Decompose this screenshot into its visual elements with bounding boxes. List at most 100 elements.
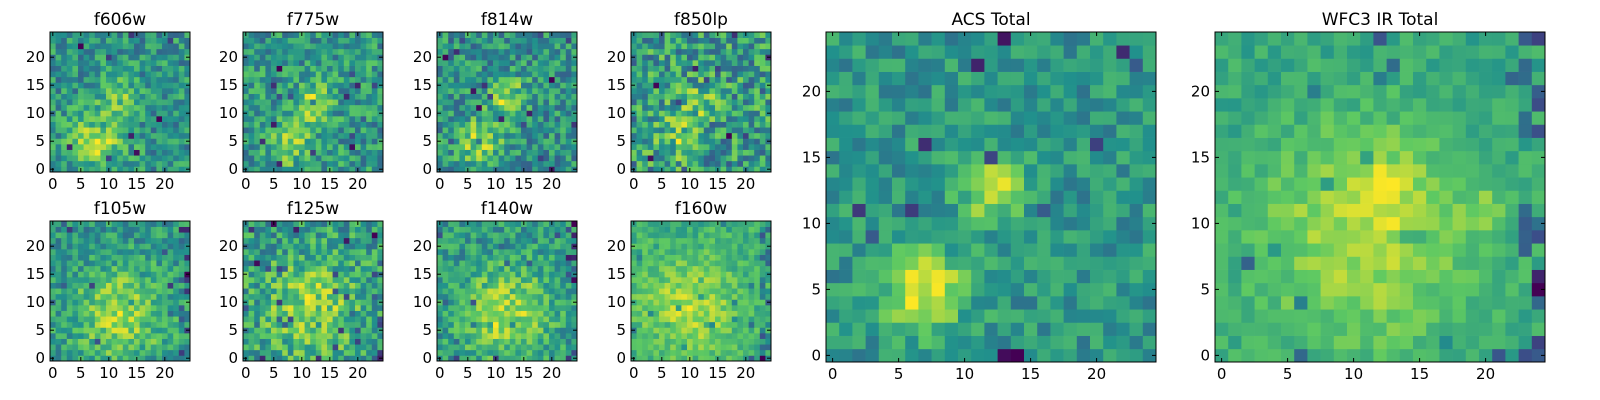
heatmap-cell [94,333,101,339]
heatmap-cell [465,333,471,339]
heatmap-cell [167,149,174,156]
heatmap-cell [465,310,471,317]
heatmap-cell [178,82,185,89]
heatmap-cell [55,338,62,345]
heatmap-cell [765,65,772,72]
heatmap-cell [631,160,637,167]
heatmap-cell [106,333,112,339]
heatmap-cell [470,93,477,100]
heatmap-cell [360,344,367,351]
heatmap-cell [498,321,505,328]
heatmap-cell [465,260,471,267]
heatmap-cell [134,43,140,50]
heatmap-cell [254,121,261,128]
heatmap-cell [66,277,73,283]
heatmap-cell [442,121,449,128]
heatmap-cell [681,305,688,311]
heatmap-cell [715,104,721,111]
heatmap-cell [465,293,471,300]
heatmap-cell [83,32,90,38]
heatmap-cell [338,76,345,83]
heatmap-cell [470,48,477,55]
heatmap-cell [55,249,62,255]
heatmap-cell [759,132,766,139]
heatmap-cell [554,82,561,89]
heatmap-cell [310,144,317,150]
heatmap-cell [55,271,62,278]
heatmap-cell [139,282,146,289]
heatmap-cell [515,132,522,139]
heatmap-cell [61,277,68,283]
heatmap-cell [554,299,561,306]
heatmap-cell [748,310,755,317]
heatmap-cell [653,110,660,117]
heatmap-cell [282,60,289,66]
heatmap-cell [106,48,112,55]
heatmap-cell [554,71,561,78]
heatmap-cell [299,321,305,328]
heatmap-cell [481,349,488,356]
heatmap-cell [543,344,550,351]
heatmap-cell [117,121,124,128]
heatmap-cell [287,88,294,94]
heatmap-cell [150,254,157,261]
heatmap-cell [681,110,688,117]
heatmap-cell [675,60,682,66]
heatmap-cell [377,65,384,72]
heatmap-cell [647,110,654,117]
heatmap-cell [349,127,356,134]
heatmap-cell [299,254,305,261]
heatmap-cell [111,321,118,328]
heatmap-cell [448,88,455,94]
heatmap-cell [537,65,544,72]
heatmap-cell [709,110,716,117]
heatmap-cell [493,338,499,345]
heatmap-cell [698,93,705,100]
heatmap-cell [100,37,107,44]
heatmap-cell [565,349,572,356]
heatmap-cell [692,321,699,328]
heatmap-cell [150,316,157,323]
heatmap-cell [664,32,671,38]
heatmap-cell [360,132,367,139]
heatmap-cell [332,226,339,233]
heatmap-cell [675,166,682,173]
heatmap-cell [271,288,277,295]
heatmap-cell [448,155,455,162]
heatmap-cell [543,99,550,106]
heatmap-cell [299,310,305,317]
heatmap-cell [304,254,311,261]
heatmap-cell [715,155,721,162]
heatmap-cell [549,82,555,89]
heatmap-cell [675,138,682,145]
heatmap-cell [560,65,567,72]
heatmap-cell [156,116,163,122]
heatmap-cell [134,310,140,317]
heatmap-cell [265,65,272,72]
heatmap-cell [338,260,345,267]
heatmap-cell [349,277,356,283]
heatmap-cell [670,65,677,72]
heatmap-cell [515,333,522,339]
heatmap-cell [100,226,107,233]
heatmap-cell [271,243,277,250]
heatmap-cell [498,316,505,323]
heatmap-cell [327,60,333,66]
heatmap-cell [720,116,727,122]
heatmap-cell [100,71,107,78]
heatmap-cell [287,71,294,78]
heatmap-cell [659,65,665,72]
heatmap-cell [709,127,716,134]
heatmap-cell [521,37,527,44]
x-tick-label: 0 [241,175,251,193]
heatmap-cell [178,132,185,139]
heatmap-cell [504,338,511,345]
heatmap-cell [282,249,289,255]
heatmap-cell [293,71,300,78]
heatmap-cell [642,37,649,44]
heatmap-cell [162,299,168,306]
heatmap-cell [360,65,367,72]
heatmap-cell [248,60,255,66]
heatmap-cell [315,355,322,362]
heatmap-cell [327,243,333,250]
